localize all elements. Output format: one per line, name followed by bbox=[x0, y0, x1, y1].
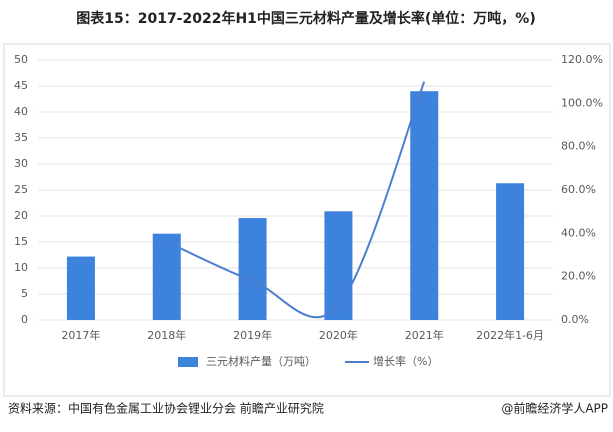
y-tick-label: 10 bbox=[14, 261, 28, 274]
x-tick-label: 2020年 bbox=[319, 328, 358, 342]
x-tick-label: 2022年1-6月 bbox=[476, 328, 544, 342]
source: 资料来源：中国有色金属工业协会锂业分会 前瞻产业研究院 bbox=[8, 401, 324, 416]
y-tick-label: 20 bbox=[14, 209, 28, 222]
legend-label: 三元材料产量（万吨） bbox=[206, 354, 316, 368]
y2-tick-label: 80.0% bbox=[561, 140, 596, 153]
chart-frame bbox=[3, 43, 611, 397]
y-tick-label: 25 bbox=[14, 183, 28, 196]
y-tick-label: 40 bbox=[14, 105, 28, 118]
legend-label: 增长率（%） bbox=[373, 354, 438, 368]
x-tick-label: 2018年 bbox=[147, 328, 186, 342]
y-tick-label: 45 bbox=[14, 79, 28, 92]
bar bbox=[152, 233, 181, 320]
y2-tick-label: 120.0% bbox=[561, 53, 603, 66]
x-tick-label: 2019年 bbox=[233, 328, 272, 342]
bar bbox=[410, 91, 439, 320]
y-tick-label: 30 bbox=[14, 157, 28, 170]
y-tick-label: 15 bbox=[14, 235, 28, 248]
y-tick-label: 5 bbox=[21, 287, 28, 300]
credit: @前瞻经济学人APP bbox=[501, 401, 608, 416]
y-tick-label: 0 bbox=[21, 313, 28, 326]
y-tick-label: 35 bbox=[14, 131, 28, 144]
bar bbox=[324, 211, 353, 320]
y-tick-label: 50 bbox=[14, 53, 28, 66]
legend-swatch bbox=[178, 357, 198, 367]
y2-tick-label: 20.0% bbox=[561, 270, 596, 283]
bar bbox=[66, 256, 95, 320]
y2-tick-label: 100.0% bbox=[561, 96, 603, 109]
line bbox=[166, 81, 426, 319]
chart-title: 图表15：2017-2022年H1中国三元材料产量及增长率(单位：万吨，%) bbox=[76, 10, 536, 27]
bar bbox=[496, 183, 525, 320]
x-tick-label: 2017年 bbox=[61, 328, 100, 342]
bar bbox=[238, 218, 267, 320]
x-tick-label: 2021年 bbox=[405, 328, 444, 342]
y2-tick-label: 40.0% bbox=[561, 226, 596, 239]
y2-tick-label: 0.0% bbox=[561, 313, 589, 326]
y2-tick-label: 60.0% bbox=[561, 183, 596, 196]
